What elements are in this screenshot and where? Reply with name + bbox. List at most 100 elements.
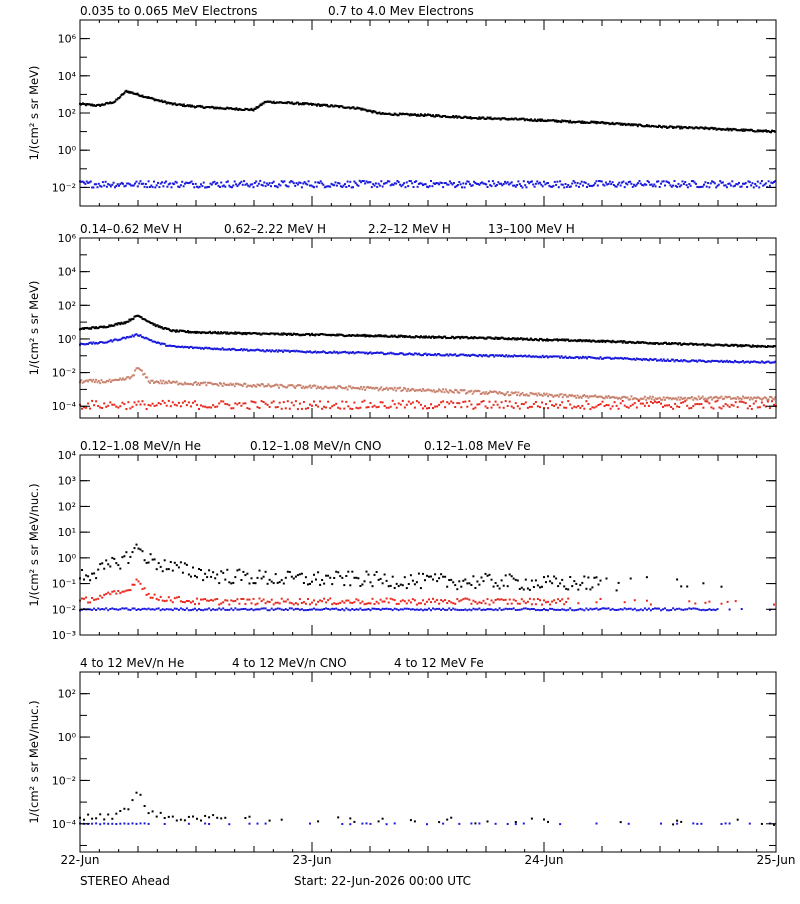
data-point <box>296 574 299 577</box>
data-point <box>220 348 223 351</box>
data-point <box>458 402 461 405</box>
data-point <box>522 355 525 357</box>
data-point <box>282 600 285 603</box>
data-point <box>405 587 408 590</box>
data-point <box>430 180 432 182</box>
data-point <box>126 91 129 94</box>
data-point <box>716 360 719 362</box>
data-point <box>488 117 491 120</box>
data-point <box>426 600 428 603</box>
data-point <box>763 396 766 399</box>
data-point <box>627 822 630 825</box>
data-point <box>163 600 166 603</box>
data-point <box>351 408 354 410</box>
data-point <box>551 582 554 585</box>
data-point <box>385 406 388 409</box>
y-tick-label: 10¹ <box>58 526 76 539</box>
data-point <box>292 404 295 407</box>
data-point <box>401 352 404 355</box>
data-point <box>128 335 131 338</box>
data-point <box>680 585 683 588</box>
data-point <box>358 179 361 182</box>
data-point <box>198 408 200 410</box>
data-point <box>241 349 244 352</box>
data-point <box>95 577 98 580</box>
data-point <box>179 818 182 821</box>
data-point <box>139 582 142 585</box>
data-point <box>524 578 527 581</box>
data-point <box>401 584 404 587</box>
data-point <box>193 381 196 384</box>
data-point <box>563 608 566 611</box>
data-point <box>660 609 662 612</box>
data-point <box>157 607 160 610</box>
data-point <box>496 584 499 587</box>
data-point <box>559 600 562 602</box>
data-point <box>158 342 161 344</box>
data-point <box>114 186 116 189</box>
data-point <box>119 405 122 408</box>
data-point <box>755 361 758 364</box>
data-point <box>717 183 720 186</box>
data-point <box>357 608 360 611</box>
data-point <box>448 579 451 581</box>
data-point <box>731 397 734 400</box>
data-point <box>450 601 453 604</box>
data-point <box>147 592 150 595</box>
data-point <box>697 359 700 362</box>
data-point <box>532 403 535 405</box>
data-point <box>583 407 586 410</box>
data-point <box>186 382 189 385</box>
data-point <box>641 398 644 400</box>
data-point <box>275 383 278 386</box>
data-point <box>182 185 185 188</box>
data-point <box>366 385 369 388</box>
data-point <box>292 608 295 611</box>
data-point <box>553 405 556 407</box>
data-point <box>645 576 648 579</box>
data-point <box>645 124 648 127</box>
data-point <box>584 395 587 398</box>
data-point <box>118 338 120 341</box>
data-point <box>252 349 255 352</box>
data-point <box>270 598 273 601</box>
data-point <box>501 184 504 187</box>
data-point <box>623 607 626 610</box>
data-point <box>587 608 590 611</box>
data-point <box>175 380 178 383</box>
data-point <box>249 183 252 186</box>
data-point <box>520 598 523 601</box>
data-point <box>319 599 322 602</box>
data-point <box>103 608 106 611</box>
data-point <box>599 180 602 183</box>
data-point <box>725 396 728 399</box>
data-point <box>216 816 219 819</box>
data-point <box>183 601 186 604</box>
data-point <box>170 382 173 384</box>
data-point <box>641 359 644 362</box>
data-point <box>713 360 716 362</box>
data-point <box>325 352 328 354</box>
data-point <box>91 572 94 575</box>
data-point <box>446 401 449 404</box>
data-point <box>419 113 422 116</box>
data-point <box>331 607 334 610</box>
data-point <box>141 607 144 610</box>
data-point <box>413 352 416 355</box>
data-point <box>304 602 307 605</box>
data-point <box>545 339 547 342</box>
data-point <box>218 348 221 351</box>
data-point <box>647 181 650 184</box>
data-point <box>543 818 545 821</box>
data-point <box>83 343 85 346</box>
data-point <box>556 338 559 341</box>
data-point <box>248 608 251 611</box>
data-point <box>276 186 279 189</box>
data-point <box>773 603 775 606</box>
data-point <box>298 181 301 184</box>
data-point <box>583 181 586 184</box>
data-point <box>141 550 144 553</box>
data-point <box>676 342 679 345</box>
data-point <box>530 817 533 820</box>
data-point <box>81 407 83 410</box>
